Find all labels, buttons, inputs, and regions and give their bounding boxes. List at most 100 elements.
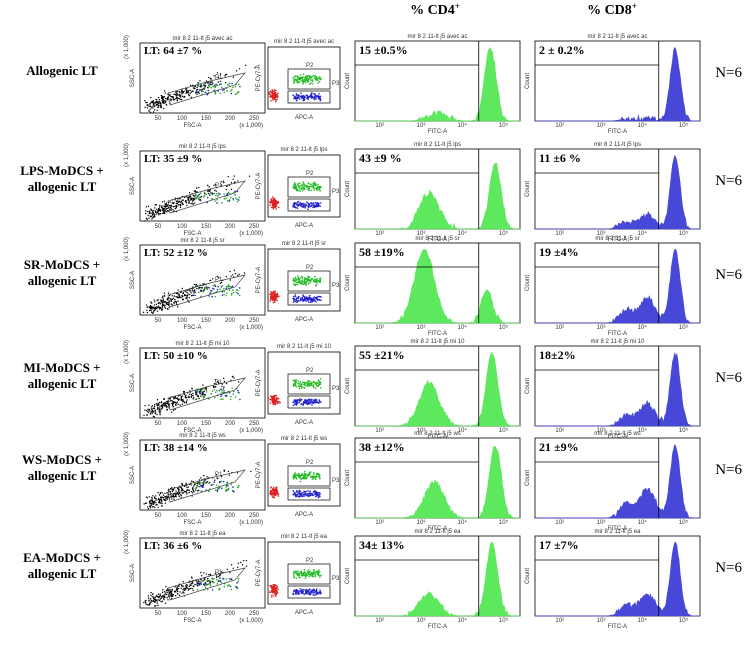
dot xyxy=(186,202,187,203)
dot xyxy=(303,98,305,100)
dot xyxy=(152,217,153,218)
dot xyxy=(212,83,213,84)
dot xyxy=(211,81,212,82)
dot xyxy=(227,84,229,86)
dot xyxy=(171,300,172,301)
dot xyxy=(271,590,273,592)
row-label: MI-MoDCS + xyxy=(23,360,100,375)
dot xyxy=(176,303,177,304)
dot xyxy=(182,401,183,402)
dot xyxy=(148,599,149,600)
dot xyxy=(229,185,230,186)
dot xyxy=(199,389,201,391)
dot xyxy=(189,289,190,290)
dot xyxy=(211,485,212,486)
dot xyxy=(151,499,152,500)
dot xyxy=(182,204,183,205)
dot xyxy=(182,92,183,93)
dot xyxy=(217,478,218,479)
dot xyxy=(201,85,202,86)
dot xyxy=(304,299,306,301)
dot xyxy=(239,68,240,69)
dot xyxy=(173,303,174,304)
dot xyxy=(160,405,161,406)
dot xyxy=(312,207,314,209)
dot xyxy=(221,582,223,584)
cd4-value: 15 ±0.5% xyxy=(359,43,408,57)
dot xyxy=(143,312,144,313)
panel-title: mir 8 2 11-lt j5 mi 10 xyxy=(591,339,646,345)
tick-label: 200 xyxy=(225,611,236,617)
dot xyxy=(161,301,162,302)
dot xyxy=(189,90,190,91)
dot xyxy=(157,602,158,603)
dot xyxy=(231,293,233,295)
dot xyxy=(212,581,213,582)
dot xyxy=(158,306,159,307)
dot xyxy=(302,478,304,480)
dot xyxy=(230,275,231,276)
dot xyxy=(185,89,186,90)
dot xyxy=(154,215,155,216)
dot xyxy=(314,573,316,575)
dot xyxy=(302,405,304,407)
dot xyxy=(295,403,297,405)
dot xyxy=(197,390,199,392)
dot xyxy=(173,298,174,299)
dot xyxy=(292,206,294,208)
dot xyxy=(146,304,147,305)
dot xyxy=(293,590,295,592)
panel-title: mir 8 2 11-lt j5 ea xyxy=(595,529,642,535)
dot xyxy=(296,187,298,189)
dot xyxy=(307,79,309,81)
dot xyxy=(150,506,151,507)
dot xyxy=(163,212,164,213)
dot xyxy=(304,77,306,79)
dot xyxy=(309,281,311,283)
dot xyxy=(192,295,193,296)
tick-label: 200 xyxy=(225,318,236,324)
dot xyxy=(231,189,232,190)
dot xyxy=(311,95,313,97)
dot xyxy=(313,572,315,574)
dot xyxy=(208,87,210,89)
dot xyxy=(296,474,298,476)
dot xyxy=(169,589,170,590)
dot xyxy=(277,403,279,405)
dot xyxy=(314,476,316,478)
dot xyxy=(293,574,295,576)
dot xyxy=(293,283,295,285)
dot xyxy=(152,506,153,507)
row-label: LPS-MoDCS + xyxy=(20,163,104,178)
dot xyxy=(223,388,225,390)
dot xyxy=(300,188,302,190)
dot xyxy=(192,393,193,394)
dot xyxy=(305,474,307,476)
dot xyxy=(304,492,306,494)
tick-label: 10⁴ xyxy=(458,519,468,526)
dot xyxy=(150,97,151,98)
dot xyxy=(162,405,163,406)
dot xyxy=(206,391,208,393)
dot xyxy=(316,385,318,387)
dot xyxy=(169,95,170,96)
dot xyxy=(154,404,155,405)
axis-label: Count xyxy=(345,181,351,197)
dot xyxy=(210,393,212,395)
dot xyxy=(199,483,201,485)
dot xyxy=(309,77,311,79)
dot xyxy=(297,205,299,207)
dot xyxy=(171,592,172,593)
dot xyxy=(210,87,212,89)
dot xyxy=(163,403,164,404)
dot xyxy=(314,572,316,574)
dot xyxy=(313,182,315,184)
dot xyxy=(197,584,199,586)
axis-label: PE-Cy7-A xyxy=(256,560,262,587)
dot xyxy=(320,387,322,389)
dot xyxy=(305,95,307,97)
dot xyxy=(223,469,224,470)
dot xyxy=(273,94,275,96)
dot xyxy=(272,489,274,491)
dot xyxy=(207,185,208,186)
